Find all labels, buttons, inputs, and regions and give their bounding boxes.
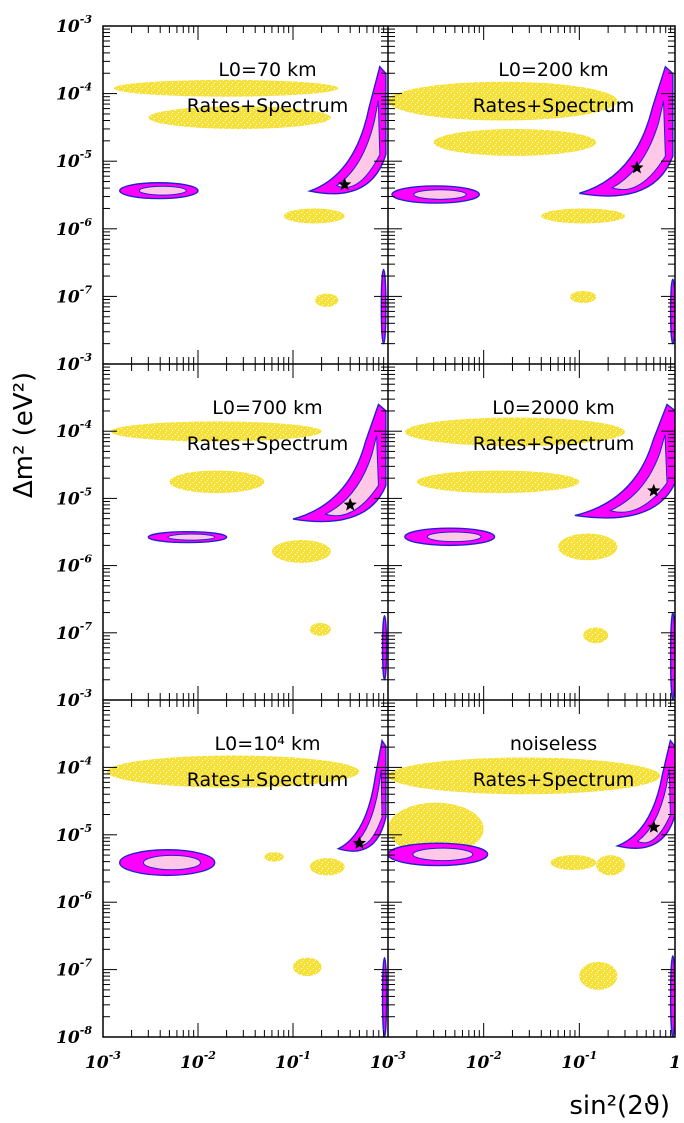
labels-layer: L0=70 km Rates+Spectrum L0=200 km Rates+Spe… xyxy=(9,13,681,1121)
panel-label: L0=10⁴ km xyxy=(215,733,321,755)
x-tick-label: 10-1 xyxy=(561,1049,597,1073)
yellow-region xyxy=(404,417,625,447)
y-tick-label: 10-7 xyxy=(56,620,92,644)
confidence-contour xyxy=(579,65,674,197)
y-tick-label: 10-4 xyxy=(56,81,92,105)
yellow-region xyxy=(271,540,331,563)
panel-sublabel: Rates+Spectrum xyxy=(473,769,634,791)
y-tick-label: 10-5 xyxy=(56,822,92,846)
yellow-region xyxy=(113,79,339,97)
confidence-contour xyxy=(307,65,387,195)
x-tick-label: 10-3 xyxy=(370,1049,406,1073)
y-tick-label: 10-7 xyxy=(56,283,92,307)
panel-label: L0=2000 km xyxy=(492,397,615,419)
best-fit-star xyxy=(338,177,352,191)
yellow-region xyxy=(550,855,597,871)
y-tick-label: 10-5 xyxy=(56,485,92,509)
y-axis-title: Δm² (eV²) xyxy=(9,372,39,498)
yellow-region xyxy=(169,470,265,494)
yellow-region xyxy=(309,622,331,636)
y-tick-label: 10-3 xyxy=(56,13,92,37)
yellow-region xyxy=(583,627,609,644)
yellow-region xyxy=(293,957,322,977)
panel-sublabel: Rates+Spectrum xyxy=(473,433,634,455)
panel-2 xyxy=(388,65,675,345)
confidence-contour xyxy=(147,530,228,544)
yellow-region xyxy=(148,106,331,129)
yellow-region xyxy=(596,855,625,876)
confidence-contour xyxy=(404,527,496,547)
y-tick-label: 10-6 xyxy=(56,216,92,240)
yellow-region xyxy=(110,421,322,442)
y-tick-label: 10-6 xyxy=(56,889,92,913)
y-tick-label: 10-5 xyxy=(56,148,92,172)
panel-label: L0=70 km xyxy=(218,59,316,81)
yellow-region xyxy=(541,208,625,224)
panel-label: L0=200 km xyxy=(498,59,608,81)
x-tick-label: 10-2 xyxy=(466,1049,502,1073)
panel-sublabel: Rates+Spectrum xyxy=(187,95,348,117)
panel-5 xyxy=(106,738,388,1037)
best-fit-star xyxy=(647,820,661,833)
ticks-layer xyxy=(102,26,675,1038)
yellow-region xyxy=(416,470,580,494)
yellow-region xyxy=(388,757,661,795)
confidence-contour xyxy=(119,849,216,877)
panel-label: noiseless xyxy=(510,733,597,755)
panel-label: L0=700 km xyxy=(212,397,322,419)
y-tick-label: 10-7 xyxy=(56,957,92,981)
confidence-contour xyxy=(119,182,199,200)
yellow-region xyxy=(388,81,618,121)
confidence-contour xyxy=(292,403,387,523)
yellow-region xyxy=(309,858,345,876)
yellow-region xyxy=(433,128,597,156)
y-tick-label: 10-4 xyxy=(56,754,92,778)
confidence-contour xyxy=(391,185,480,204)
y-tick-label: 10-3 xyxy=(56,687,92,711)
x-tick-label: 10-2 xyxy=(180,1049,216,1073)
panels-layer xyxy=(106,65,675,1037)
confidence-contour xyxy=(336,738,387,852)
confidence-contour xyxy=(388,842,489,867)
panel-6 xyxy=(388,739,675,1037)
yellow-region xyxy=(106,755,360,788)
yellow-region xyxy=(579,961,618,990)
y-tick-label: 10-8 xyxy=(56,1024,92,1048)
confidence-contour xyxy=(615,739,675,849)
y-tick-label: 10-4 xyxy=(56,418,92,442)
yellow-region xyxy=(388,802,484,856)
best-fit-star xyxy=(630,160,644,174)
panel-1 xyxy=(113,65,387,345)
panel-4 xyxy=(404,403,675,700)
yellow-region xyxy=(264,852,284,862)
best-fit-star xyxy=(352,836,367,849)
panel-3 xyxy=(110,403,388,681)
yellow-region xyxy=(314,293,339,307)
best-fit-star xyxy=(343,497,357,511)
panel-sublabel: Rates+Spectrum xyxy=(187,433,348,455)
x-axis-title: sin²(2ϑ) xyxy=(569,1091,670,1121)
x-tick-label: 1 xyxy=(669,1053,681,1073)
panel-sublabel: Rates+Spectrum xyxy=(473,95,634,117)
best-fit-star xyxy=(647,483,661,497)
y-tick-label: 10-3 xyxy=(56,351,92,375)
yellow-region xyxy=(558,533,618,561)
panel-sublabel: Rates+Spectrum xyxy=(187,769,348,791)
yellow-region xyxy=(570,291,597,303)
y-tick-label: 10-6 xyxy=(56,553,92,577)
yellow-region xyxy=(283,208,345,224)
x-tick-label: 10-3 xyxy=(85,1049,121,1073)
x-tick-label: 10-1 xyxy=(275,1049,311,1073)
